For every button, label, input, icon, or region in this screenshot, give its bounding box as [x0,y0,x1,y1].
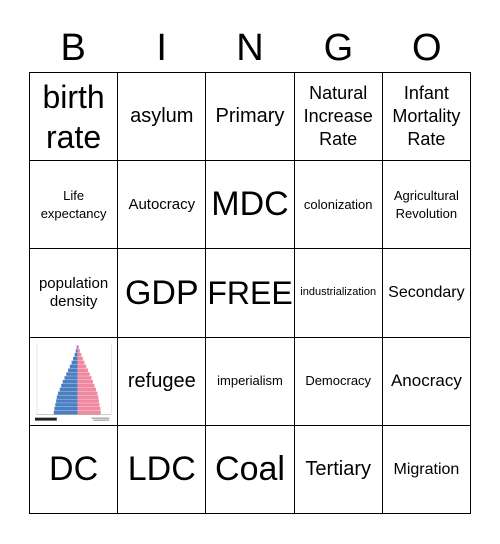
pyramid-male-bar [53,411,78,415]
header-letter-b: B [60,27,86,69]
cell-anocracy[interactable]: Anocracy [382,337,471,426]
header-letter-i: I [156,27,167,69]
cell-population-density[interactable]: population density [30,249,119,338]
pyramid-male-bar [56,399,78,404]
pyramid-male-bar [74,353,78,357]
pyramid-female-bar [77,345,79,350]
cell-ldc[interactable]: LDC [118,425,207,514]
cell-autocracy[interactable]: Autocracy [118,161,207,250]
pyramid-male-bar [55,403,78,407]
pyramid-female-bar [77,357,83,361]
pyramid-male-bar [57,391,78,396]
pyramid-female-bar [77,372,90,377]
pyramid-female-bar [77,384,95,388]
pyramid-female-bar [77,391,98,396]
pyramid-female-bar [77,368,88,373]
pyramid-female-bar [77,387,96,392]
population-pyramid-image [32,339,116,423]
pyramid-female-bar [77,403,100,407]
pyramid-female-bar [77,364,87,369]
pyramid-male-bar [66,372,78,377]
cell-life-expectancy[interactable]: Life expectancy [30,161,119,250]
cell-imperialism[interactable]: imperialism [206,337,295,426]
cell-gdp[interactable]: GDP [118,249,207,338]
pyramid-female-bar [77,411,101,415]
pyramid-male-bar [76,345,78,350]
pyramid-female-bar [77,395,99,400]
pyramid-female-bar [77,360,85,365]
cell-industrialization[interactable]: industrialization [294,249,383,338]
cell-coal[interactable]: Coal [206,425,295,514]
cell-primary[interactable]: Primary [206,73,295,162]
pyramid-male-bar [75,349,78,353]
cell-democracy[interactable]: Democracy [294,337,383,426]
pyramid-female-bar [77,349,80,353]
pyramid-female-bar [77,376,92,380]
pyramid-male-bar [61,384,78,388]
pyramid-male-bar [64,376,78,380]
pyramid-male-bar [68,368,78,373]
pyramid-male-bar [73,357,78,361]
pyramid-female-bar [77,380,94,384]
cell-migration[interactable]: Migration [382,425,471,514]
pyramid-female-bar [77,353,82,357]
cell-mdc[interactable]: MDC [206,161,295,250]
pyramid-male-bar [62,380,78,384]
header-letter-g: G [323,27,354,69]
pyramid-male-bar [54,407,78,411]
cell-agricultural-revolution[interactable]: Agricultural Revolution [382,161,471,250]
pyramid-male-bar [59,387,78,392]
cell-population-pyramid[interactable] [30,337,119,426]
cell-refugee[interactable]: refugee [118,337,207,426]
pyramid-male-bar [56,395,78,400]
pyramid-female-bar [77,399,99,404]
cell-tertiary[interactable]: Tertiary [294,425,383,514]
bingo-board: birth rate asylum Primary Natural Increa… [29,72,471,514]
cell-secondary[interactable]: Secondary [382,249,471,338]
cell-dc[interactable]: DC [30,425,119,514]
header-letter-o: O [412,27,442,69]
cell-birth-rate[interactable]: birth rate [30,73,119,162]
cell-infant-mortality-rate[interactable]: Infant Mortality Rate [382,73,471,162]
bingo-header: B I N G O [29,24,471,72]
cell-colonization[interactable]: colonization [294,161,383,250]
header-letter-n: N [236,27,264,69]
pyramid-male-bar [71,360,78,365]
cell-asylum[interactable]: asylum [118,73,207,162]
pyramid-male-bar [69,364,78,369]
cell-natural-increase-rate[interactable]: Natural Increase Rate [294,73,383,162]
pyramid-female-bar [77,407,101,411]
cell-free-space[interactable]: FREE [206,249,295,338]
